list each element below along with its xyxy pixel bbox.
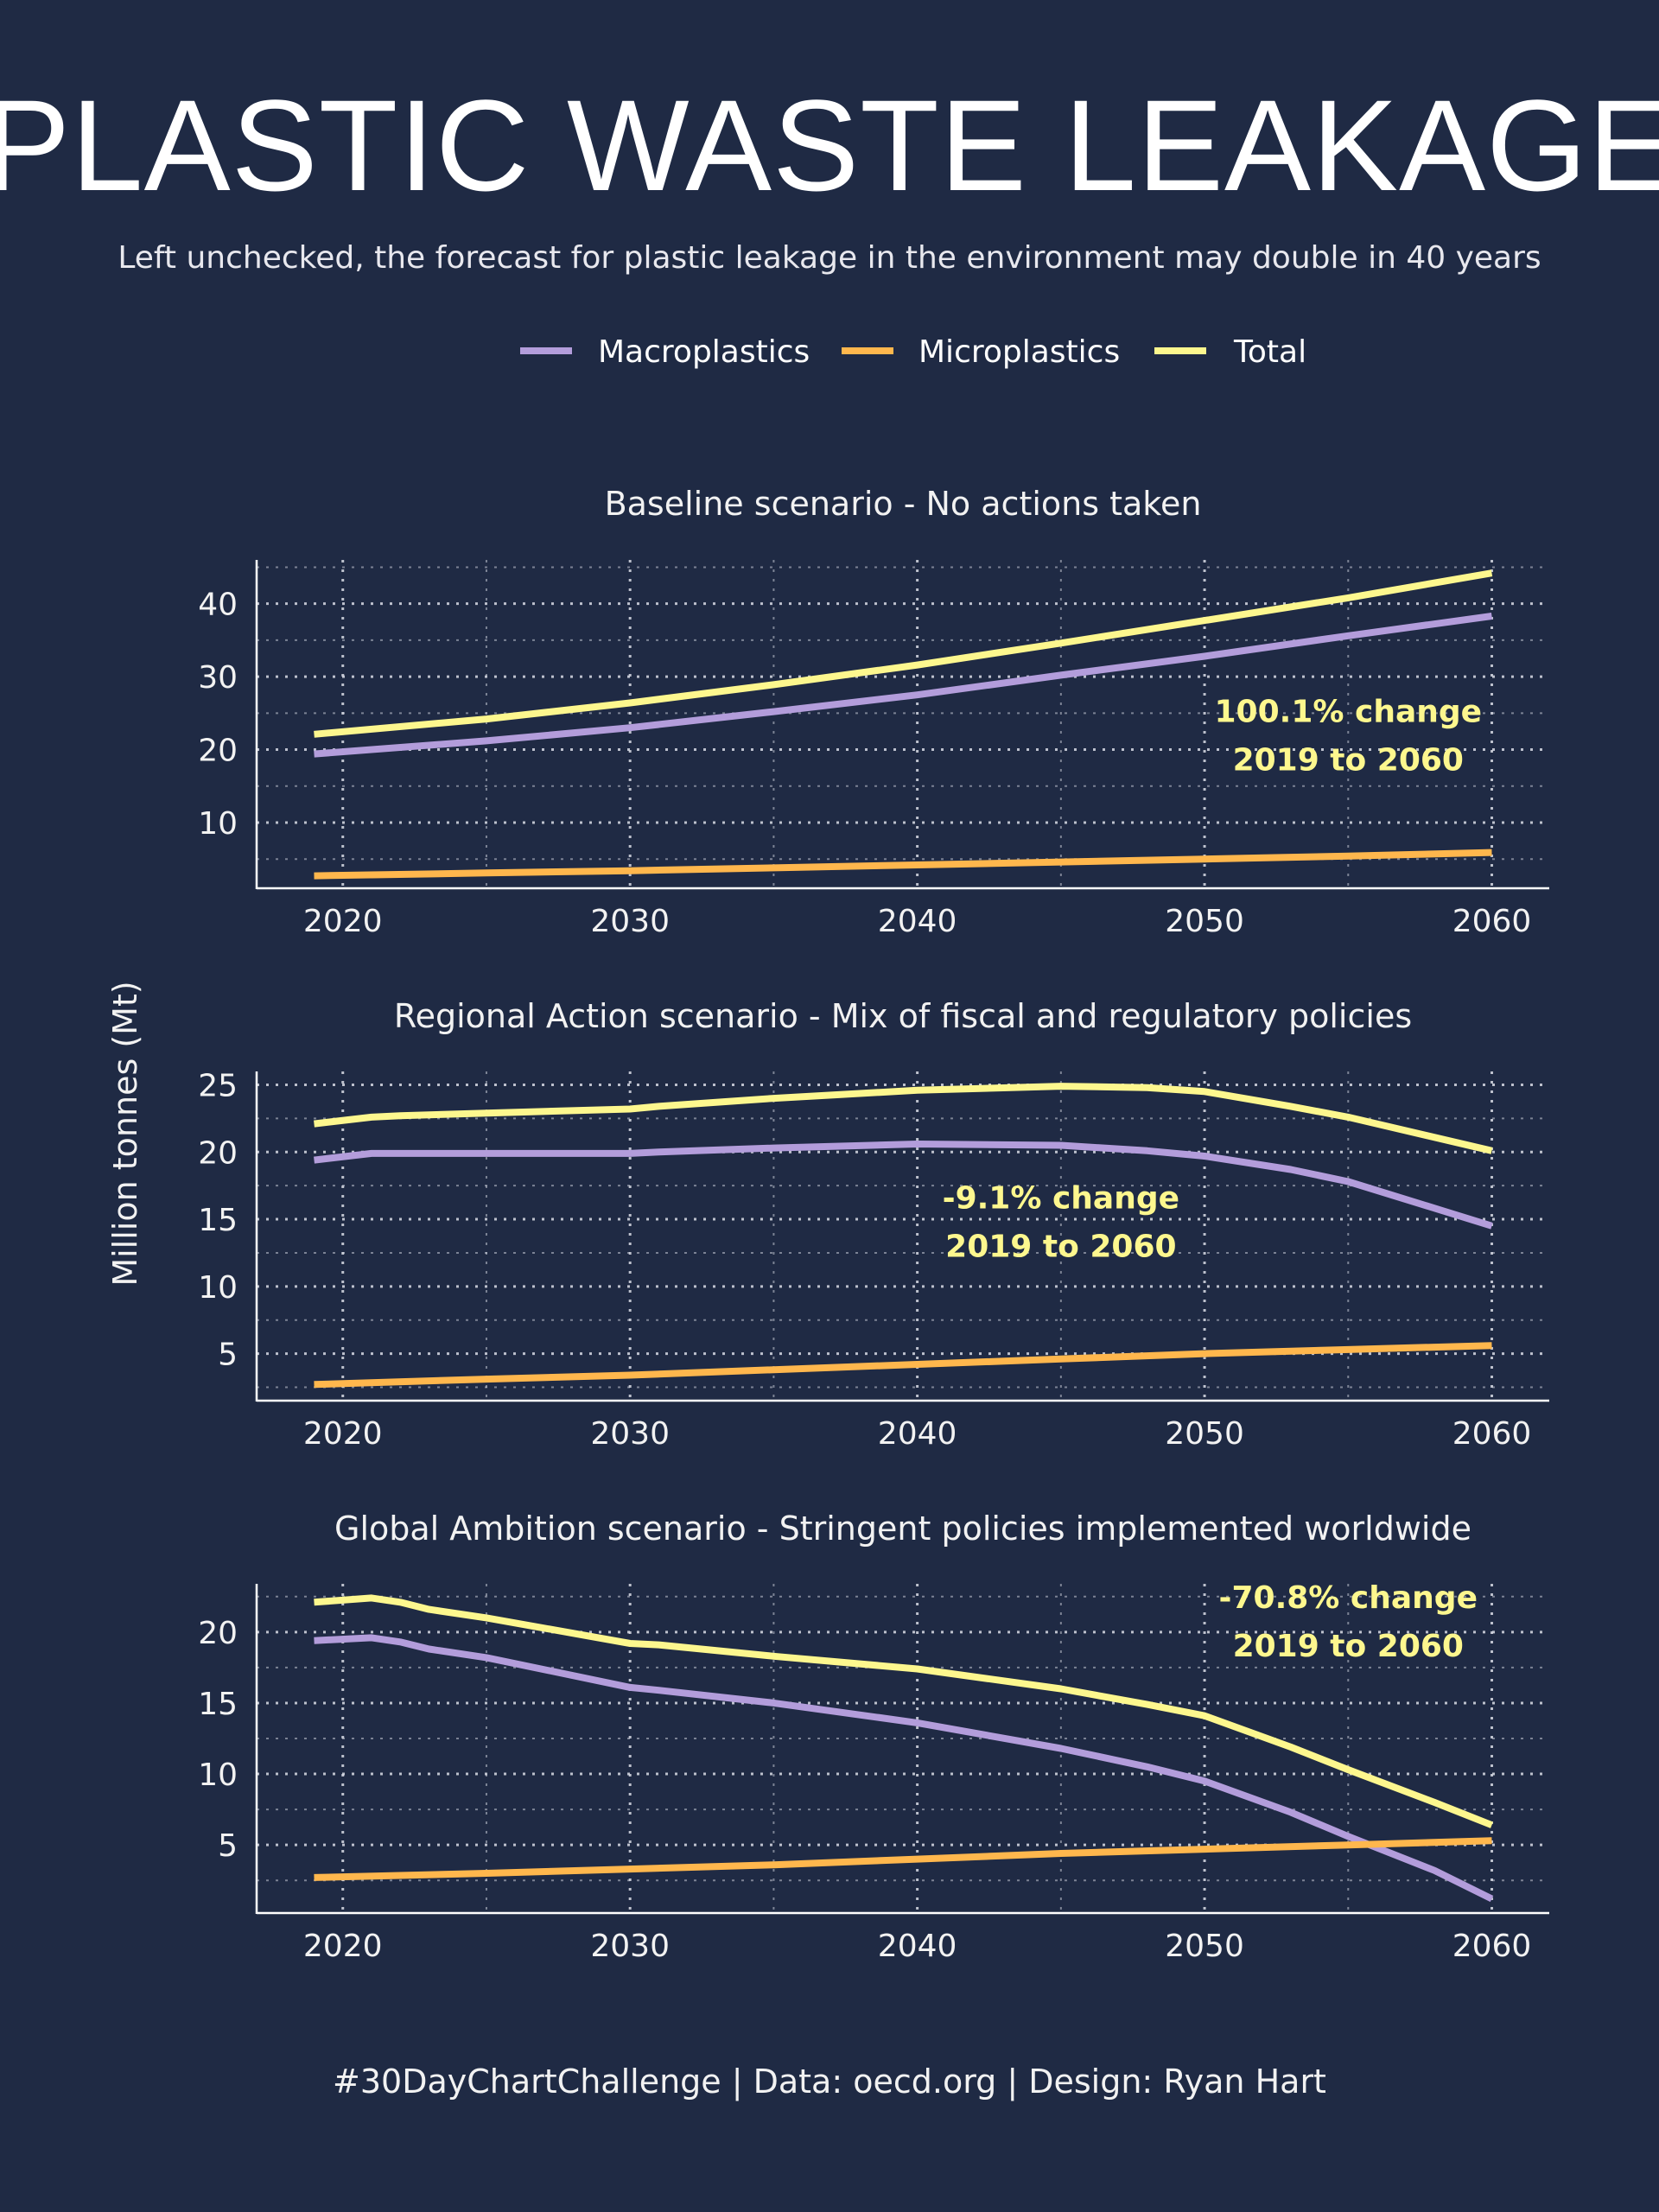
series-line-microplastics — [314, 1837, 1492, 1881]
legend-label-macroplastics: Macroplastics — [598, 334, 810, 370]
x-tick-label: 2050 — [1165, 1929, 1244, 1964]
y-tick-label: 20 — [198, 734, 238, 769]
y-tick-label: 25 — [198, 1069, 238, 1104]
y-tick-label: 10 — [198, 1758, 238, 1793]
series-line-microplastics — [314, 1342, 1492, 1389]
y-tick-label: 10 — [198, 806, 238, 842]
annotation-period: 2019 to 2060 — [1233, 742, 1464, 778]
y-tick-label: 20 — [198, 1135, 238, 1171]
x-tick-label: 2060 — [1452, 904, 1532, 939]
x-tick-label: 2060 — [1452, 1416, 1532, 1452]
page-title: PLASTIC WASTE LEAKAGE — [0, 73, 1659, 218]
y-tick-label: 10 — [198, 1270, 238, 1306]
series-line-macroplastics — [314, 613, 1493, 758]
gridlines — [257, 1071, 1549, 1401]
x-tick-label: 2030 — [590, 904, 670, 939]
x-tick-label: 2040 — [878, 1416, 957, 1452]
y-tick-label: 20 — [198, 1616, 238, 1651]
series-line-total — [314, 1083, 1493, 1154]
panel-regional: Regional Action scenario - Mix of fiscal… — [198, 997, 1549, 1452]
change-annotation: -9.1% change 2019 to 2060 — [943, 1181, 1179, 1265]
annotation-period: 2019 to 2060 — [1233, 1629, 1464, 1664]
legend-item-macroplastics: Macroplastics — [520, 334, 810, 370]
x-tick-label: 2050 — [1165, 1416, 1244, 1452]
series-line-microplastics — [314, 849, 1492, 880]
y-tick-label: 40 — [198, 588, 238, 623]
x-tick-label: 2060 — [1452, 1929, 1532, 1964]
x-tick-label: 2020 — [303, 1416, 383, 1452]
panel-baseline: Baseline scenario - No actions taken2020… — [198, 485, 1549, 939]
page-subtitle: Left unchecked, the forecast for plastic… — [118, 240, 1541, 276]
x-tick-label: 2040 — [878, 904, 957, 939]
annotation-change: -9.1% change — [943, 1181, 1179, 1217]
legend: Macroplastics Microplastics Total — [520, 334, 1306, 370]
annotation-change: 100.1% change — [1215, 694, 1483, 729]
panel-title-baseline: Baseline scenario - No actions taken — [605, 485, 1202, 523]
legend-label-total: Total — [1233, 334, 1306, 370]
change-annotation: 100.1% change 2019 to 2060 — [1215, 694, 1483, 778]
y-tick-label: 15 — [198, 1687, 238, 1722]
legend-label-microplastics: Microplastics — [918, 334, 1120, 370]
x-tick-label: 2020 — [303, 904, 383, 939]
x-tick-label: 2020 — [303, 1929, 383, 1964]
annotation-period: 2019 to 2060 — [945, 1230, 1176, 1265]
change-annotation: -70.8% change 2019 to 2060 — [1219, 1580, 1478, 1664]
x-tick-label: 2030 — [590, 1416, 670, 1452]
chart-panels: Baseline scenario - No actions taken2020… — [198, 485, 1549, 1964]
panel-global: Global Ambition scenario - Stringent pol… — [198, 1510, 1549, 1964]
x-tick-label: 2030 — [590, 1929, 670, 1964]
y-tick-label: 5 — [218, 1828, 238, 1864]
series-line-total — [314, 569, 1493, 738]
series-line-total — [314, 1594, 1493, 1828]
footer-credits: #30DayChartChallenge | Data: oecd.org | … — [333, 2063, 1326, 2101]
y-axis-label: Million tonnes (Mt) — [106, 981, 144, 1286]
series-line-macroplastics — [314, 1634, 1494, 1903]
legend-item-total: Total — [1154, 334, 1306, 370]
y-tick-label: 5 — [218, 1338, 238, 1373]
annotation-change: -70.8% change — [1219, 1580, 1478, 1616]
x-tick-label: 2050 — [1165, 904, 1244, 939]
x-tick-label: 2040 — [878, 1929, 957, 1964]
y-tick-label: 30 — [198, 660, 238, 696]
gridlines — [257, 560, 1549, 888]
y-tick-label: 15 — [198, 1203, 238, 1238]
legend-item-microplastics: Microplastics — [842, 334, 1120, 370]
panel-title-regional: Regional Action scenario - Mix of fiscal… — [394, 997, 1412, 1035]
series-line-macroplastics — [314, 1141, 1493, 1230]
panel-title-global: Global Ambition scenario - Stringent pol… — [334, 1510, 1471, 1548]
